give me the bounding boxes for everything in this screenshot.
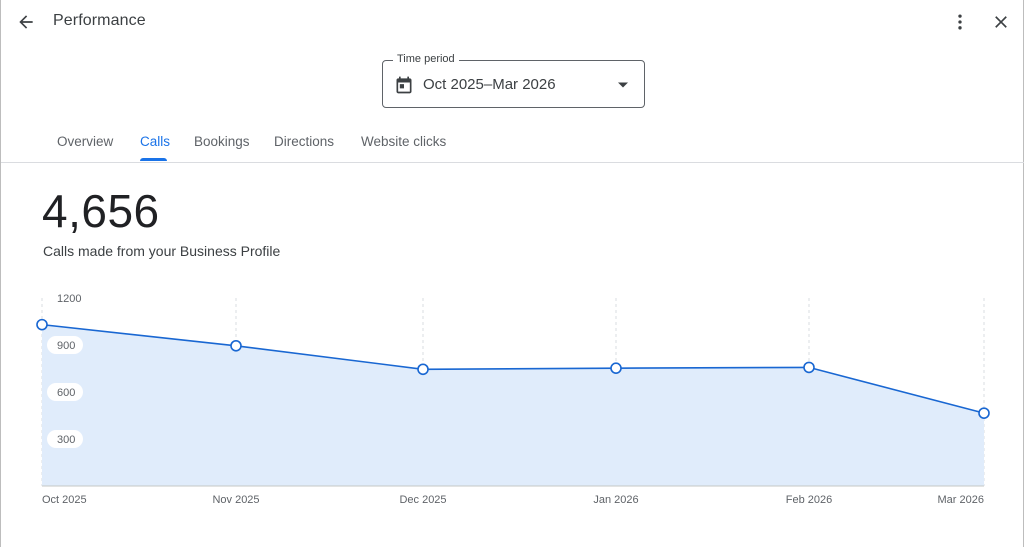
data-point[interactable] xyxy=(230,339,242,352)
series-area xyxy=(42,324,984,486)
back-button[interactable] xyxy=(10,6,42,38)
data-point[interactable] xyxy=(803,361,815,374)
y-tick-label: 300 xyxy=(57,434,75,446)
y-tick-pill xyxy=(47,430,83,448)
x-tick-label: Mar 2026 xyxy=(938,494,984,506)
y-tick-pill xyxy=(47,383,83,401)
time-period-label: Time period xyxy=(393,53,459,65)
calls-area-chart: 300 600 900 1200 Oct 2025 Nov 2025 Dec 2025 Jan… xyxy=(36,293,990,506)
more-vert-icon xyxy=(958,14,962,30)
tab-calls[interactable]: Calls xyxy=(140,134,171,149)
x-tick-label: Nov 2025 xyxy=(212,494,259,506)
dropdown-arrow-icon xyxy=(618,82,628,88)
y-tick-label: 600 xyxy=(57,387,75,399)
close-icon xyxy=(995,16,1007,28)
time-period-value: Oct 2025–Mar 2026 xyxy=(423,76,556,93)
x-tick-label: Oct 2025 xyxy=(42,494,87,506)
tab-website-clicks[interactable]: Website clicks xyxy=(361,134,447,149)
metric-description: Calls made from your Business Profile xyxy=(43,243,281,259)
time-period-select[interactable]: Time period Oct 2025–Mar 2026 xyxy=(382,53,645,108)
data-point[interactable] xyxy=(978,407,990,419)
y-tick-label: 1200 xyxy=(57,293,81,305)
y-tick-label: 900 xyxy=(57,340,75,352)
page-title: Performance xyxy=(53,12,146,29)
x-tick-label: Feb 2026 xyxy=(786,494,832,506)
active-tab-indicator xyxy=(140,158,167,161)
arrow-back-icon xyxy=(19,15,33,29)
tab-directions[interactable]: Directions xyxy=(274,134,335,149)
calendar-icon xyxy=(396,76,412,94)
calls-chart: 300 600 900 1200 Oct 2025 Nov 2025 Dec 2025 Jan… xyxy=(1,280,1024,520)
tab-overview[interactable]: Overview xyxy=(57,134,114,149)
data-point[interactable] xyxy=(36,318,48,331)
metric-value: 4,656 xyxy=(42,185,160,237)
series-line xyxy=(41,323,985,414)
tab-bar: Overview Calls Bookings Directions Websi… xyxy=(1,118,1024,163)
close-button[interactable] xyxy=(985,6,1017,38)
x-tick-label: Jan 2026 xyxy=(593,494,638,506)
more-options-button[interactable] xyxy=(944,6,976,38)
y-tick-pill xyxy=(47,336,83,354)
data-point[interactable] xyxy=(417,363,429,376)
x-tick-label: Dec 2025 xyxy=(399,494,446,506)
tab-bookings[interactable]: Bookings xyxy=(194,134,250,149)
data-point[interactable] xyxy=(610,362,622,374)
top-bar: Performance xyxy=(1,0,1024,44)
